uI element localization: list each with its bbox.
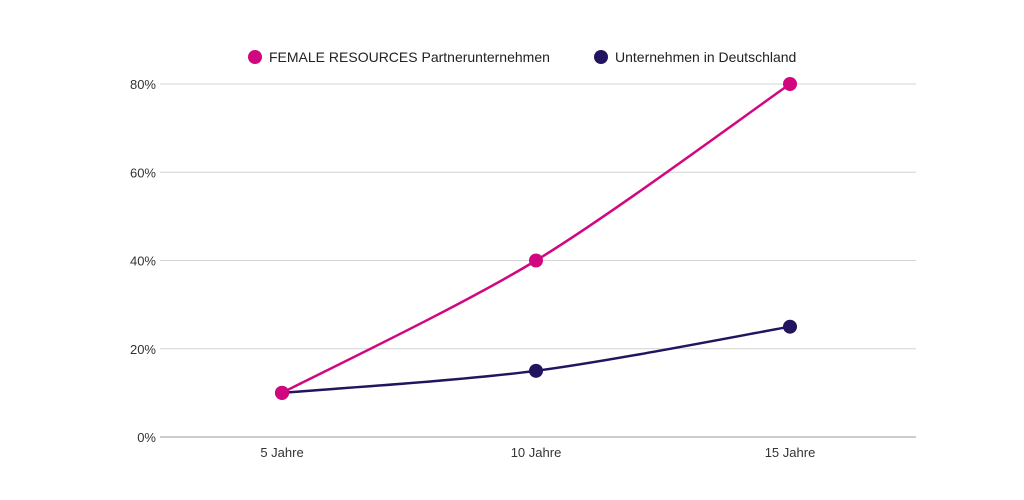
series-line-1	[281, 82, 791, 394]
legend: FEMALE RESOURCES Partnerunternehmen Unter…	[248, 49, 796, 65]
y-axis-ticks: 0% 20% 40% 60% 80%	[130, 77, 156, 445]
x-axis-ticks: 5 Jahre 10 Jahre 15 Jahre	[260, 445, 815, 460]
x-tick-label: 5 Jahre	[260, 445, 303, 460]
x-tick-label: 15 Jahre	[765, 445, 816, 460]
y-tick-label: 20%	[130, 342, 156, 357]
legend-marker-icon	[594, 50, 608, 64]
legend-label: FEMALE RESOURCES Partnerunternehmen	[269, 49, 550, 65]
data-point	[529, 253, 543, 268]
legend-marker-icon	[248, 50, 262, 64]
legend-label: Unternehmen in Deutschland	[615, 49, 796, 65]
y-tick-label: 40%	[130, 254, 156, 269]
x-tick-label: 10 Jahre	[511, 445, 562, 460]
data-point	[783, 319, 797, 334]
y-tick-label: 60%	[130, 165, 156, 180]
data-point	[275, 385, 289, 400]
data-point	[783, 77, 797, 91]
series-lines	[275, 77, 797, 400]
data-point	[529, 363, 543, 378]
series-line-2	[281, 325, 791, 395]
y-tick-label: 80%	[130, 77, 156, 92]
y-tick-label: 0%	[137, 430, 156, 445]
